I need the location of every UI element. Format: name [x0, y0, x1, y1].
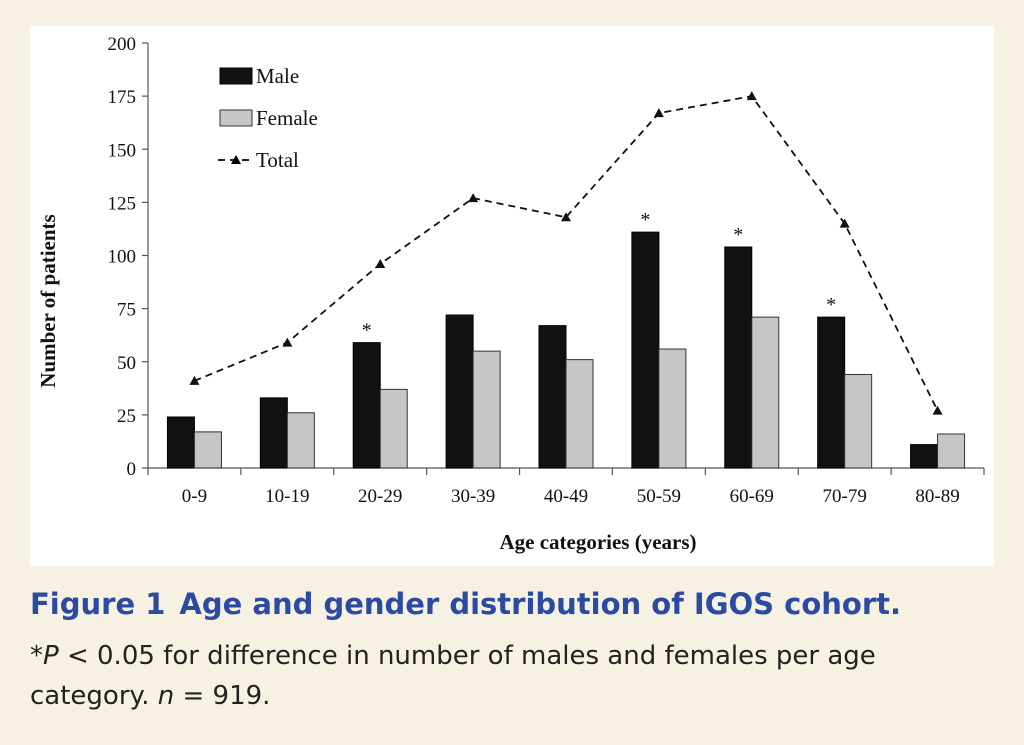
bar-female: [472, 350, 501, 469]
y-tick-label: 0: [127, 459, 137, 480]
x-tick-label: 20-29: [358, 486, 402, 507]
bar-female: [379, 388, 408, 469]
bar-female: [937, 433, 966, 469]
n-value: = 919.: [174, 681, 271, 711]
total-point: [375, 259, 386, 268]
labels: 0 25 50 75 100 125 150 175 200 0-9 10-19 20-29 * 30-3…: [108, 34, 960, 507]
caption-note-text: 0.05 for difference in number of males a…: [30, 641, 876, 711]
figure-label: Figure 1: [30, 587, 166, 621]
bar-male: [724, 246, 753, 469]
age-gender-chart: 0 25 50 75 100 125 150 175 200 0-9 10-19 20-29 * 30-3…: [36, 34, 985, 554]
legend-swatch-male: [219, 67, 253, 85]
legend-label-total: Total: [256, 148, 299, 172]
total-point: [746, 91, 757, 101]
significance-marker: *: [362, 320, 372, 342]
total-point: [932, 405, 943, 415]
bar-male: [817, 316, 846, 469]
significance-marker: *: [733, 224, 743, 246]
bar-female: [565, 359, 594, 469]
y-tick-label: 25: [117, 406, 136, 427]
y-tick-label: 50: [117, 353, 136, 374]
x-tick-label: 50-59: [637, 486, 681, 507]
legend-label-male: Male: [256, 64, 299, 88]
legend-marker-total: [231, 155, 241, 164]
x-tick-label: 40-49: [544, 486, 588, 507]
total-line-layer: [189, 91, 943, 415]
y-tick-label: 175: [108, 87, 137, 108]
significance-marker: *: [640, 209, 650, 231]
legend-swatch-female: [219, 109, 253, 127]
total-point: [561, 212, 571, 222]
y-tick-label: 200: [108, 34, 137, 55]
bar-male: [631, 231, 660, 469]
x-tick-label: 70-79: [823, 486, 867, 507]
bar-male: [259, 397, 288, 469]
figure-caption-title: Figure 1 Age and gender distribution of I…: [30, 587, 1000, 621]
x-tick-label: 30-39: [451, 486, 495, 507]
y-axis-title: Number of patients: [36, 214, 60, 387]
x-axis-title: Age categories (years): [499, 530, 696, 554]
less-than: <: [58, 641, 98, 671]
bar-female: [193, 431, 222, 469]
bar-female: [658, 348, 687, 469]
figure-panel: 0 25 50 75 100 125 150 175 200 0-9 10-19 20-29 * 30-3…: [30, 26, 994, 566]
bar-female: [751, 316, 780, 469]
x-tick-label: 80-89: [915, 486, 959, 507]
n-symbol: n: [157, 681, 175, 711]
bar-male: [910, 444, 939, 469]
y-tick-label: 100: [108, 247, 137, 268]
bar-male: [538, 325, 567, 469]
x-tick-label: 0-9: [182, 486, 207, 507]
x-tick-label: 60-69: [730, 486, 774, 507]
legend-label-female: Female: [256, 106, 318, 130]
total-point: [189, 375, 200, 385]
total-point: [468, 193, 479, 203]
bars: [166, 231, 966, 469]
legend: Male Female Total: [218, 64, 318, 172]
bar-male: [352, 342, 381, 469]
y-tick-label: 125: [108, 193, 137, 214]
bar-female: [286, 412, 315, 469]
figure-caption-note: *P < 0.05 for difference in number of ma…: [30, 636, 1000, 716]
total-point: [282, 337, 293, 347]
bar-male: [445, 314, 474, 469]
y-tick-label: 75: [117, 300, 136, 321]
bar-female: [844, 374, 873, 469]
bar-male: [166, 416, 195, 469]
x-tick-label: 10-19: [265, 486, 309, 507]
total-point: [839, 218, 850, 228]
p-symbol: *P: [30, 641, 59, 671]
total-point: [653, 108, 664, 118]
significance-marker: *: [826, 294, 836, 316]
figure-title: Age and gender distribution of IGOS coho…: [179, 587, 902, 621]
total-line: [194, 95, 939, 412]
y-tick-label: 150: [108, 140, 137, 161]
